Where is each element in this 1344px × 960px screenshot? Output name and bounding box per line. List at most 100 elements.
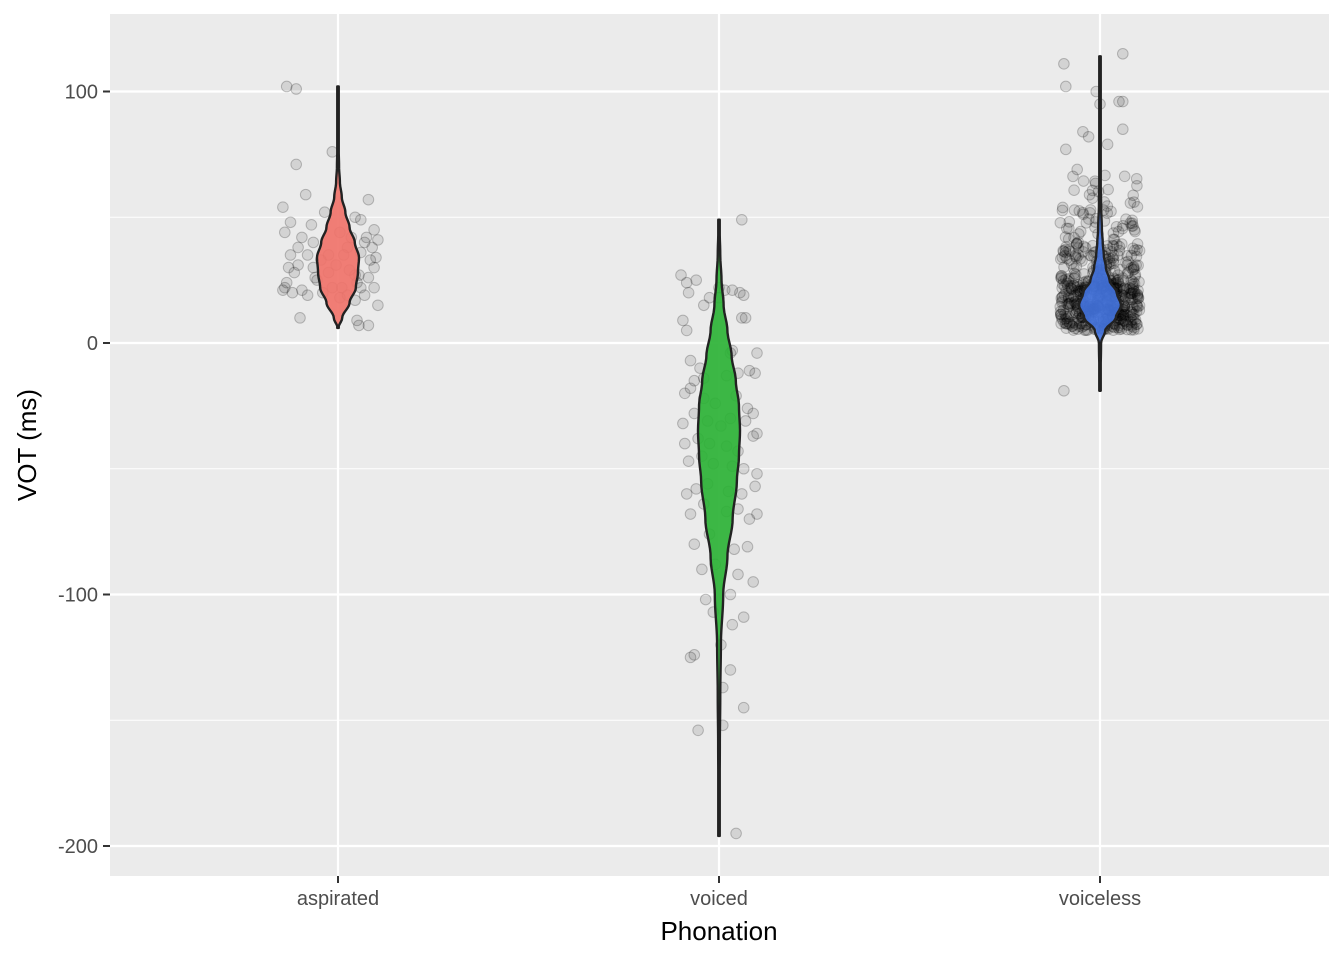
data-point bbox=[1107, 240, 1120, 253]
data-point bbox=[1062, 275, 1075, 287]
data-point bbox=[684, 354, 697, 367]
data-point bbox=[732, 568, 744, 581]
data-point bbox=[1133, 244, 1146, 257]
data-point bbox=[1056, 270, 1068, 282]
data-point bbox=[1067, 279, 1080, 292]
data-point bbox=[1078, 268, 1090, 280]
data-point bbox=[1119, 291, 1132, 304]
x-axis-title: Phonation bbox=[660, 916, 777, 946]
data-point bbox=[358, 236, 371, 249]
data-point bbox=[1123, 282, 1136, 294]
data-point bbox=[305, 218, 318, 231]
data-point bbox=[1121, 267, 1134, 280]
data-point bbox=[1112, 225, 1125, 238]
axes-layer: -200 -100 0 100 aspirated voiced voiceless bbox=[58, 82, 1141, 911]
data-point bbox=[368, 261, 380, 274]
data-point bbox=[726, 284, 739, 296]
data-point bbox=[680, 276, 693, 289]
data-point bbox=[1057, 278, 1069, 291]
data-point bbox=[1060, 310, 1073, 323]
data-point bbox=[1120, 256, 1132, 269]
data-point bbox=[1117, 284, 1130, 297]
data-point bbox=[1128, 244, 1141, 257]
data-point bbox=[1107, 324, 1120, 336]
data-point bbox=[1068, 184, 1080, 196]
data-point bbox=[1127, 264, 1139, 276]
data-point bbox=[1059, 308, 1071, 320]
data-point bbox=[1124, 287, 1136, 300]
data-point bbox=[1081, 324, 1094, 336]
data-point bbox=[1112, 276, 1125, 289]
y-tick-label: 0 bbox=[87, 333, 98, 355]
data-point bbox=[1131, 244, 1143, 256]
data-point bbox=[1115, 323, 1128, 335]
data-point bbox=[1074, 317, 1086, 330]
data-point bbox=[1060, 222, 1073, 235]
data-point bbox=[292, 259, 304, 271]
data-point bbox=[284, 216, 297, 229]
data-point bbox=[1112, 269, 1124, 281]
data-point bbox=[1101, 138, 1114, 151]
data-point bbox=[296, 284, 308, 296]
data-point bbox=[1113, 244, 1126, 257]
data-point bbox=[351, 314, 363, 327]
data-point bbox=[1054, 300, 1067, 313]
data-point bbox=[1055, 270, 1068, 282]
data-point bbox=[1064, 245, 1076, 258]
data-point bbox=[1055, 308, 1067, 321]
data-point bbox=[1112, 274, 1125, 286]
data-point bbox=[1063, 316, 1076, 329]
data-point bbox=[1061, 298, 1073, 310]
data-point bbox=[1057, 244, 1069, 257]
data-point bbox=[1077, 208, 1090, 221]
data-point bbox=[1129, 286, 1141, 298]
data-point bbox=[684, 382, 697, 395]
data-point bbox=[1060, 143, 1072, 156]
data-point bbox=[1058, 384, 1070, 397]
data-point bbox=[1064, 299, 1077, 312]
data-point bbox=[688, 374, 701, 387]
data-point bbox=[741, 540, 754, 553]
data-point bbox=[736, 488, 748, 500]
data-point bbox=[1129, 270, 1141, 283]
data-point bbox=[739, 312, 752, 324]
data-point bbox=[1127, 262, 1140, 274]
data-point bbox=[690, 274, 703, 286]
data-point bbox=[1060, 322, 1073, 334]
data-point bbox=[1062, 291, 1075, 303]
data-point bbox=[1112, 321, 1124, 334]
data-point bbox=[1117, 47, 1129, 60]
data-point bbox=[682, 455, 695, 468]
data-point bbox=[1125, 220, 1138, 232]
data-point bbox=[737, 701, 750, 714]
data-point bbox=[1126, 308, 1139, 321]
data-point bbox=[1130, 259, 1142, 271]
data-point bbox=[1062, 318, 1074, 330]
data-point bbox=[1117, 219, 1129, 232]
data-point bbox=[1070, 252, 1083, 264]
data-point bbox=[698, 299, 710, 312]
data-point bbox=[1071, 163, 1083, 176]
data-point bbox=[1067, 324, 1080, 336]
data-point bbox=[1131, 201, 1144, 213]
data-point bbox=[1121, 318, 1133, 331]
data-point bbox=[353, 319, 365, 332]
data-point bbox=[1059, 313, 1071, 325]
data-point bbox=[1127, 282, 1139, 294]
data-point bbox=[1071, 237, 1083, 250]
data-point bbox=[1061, 315, 1074, 328]
data-point bbox=[1054, 216, 1067, 229]
data-point bbox=[307, 236, 320, 249]
data-point bbox=[368, 281, 380, 294]
data-point bbox=[1073, 314, 1085, 327]
data-point bbox=[724, 588, 737, 601]
data-point bbox=[1131, 292, 1143, 305]
data-point bbox=[1067, 170, 1079, 183]
data-point bbox=[1056, 282, 1068, 294]
data-point bbox=[1072, 236, 1085, 249]
data-point bbox=[749, 480, 761, 493]
data-point bbox=[1070, 260, 1083, 273]
data-point bbox=[355, 213, 367, 226]
